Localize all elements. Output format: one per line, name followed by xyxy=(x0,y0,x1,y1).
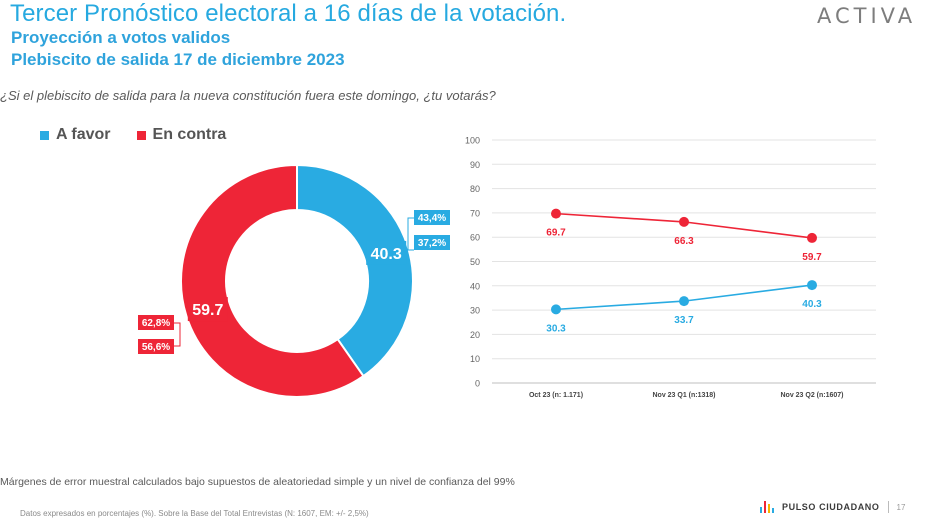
y-tick-label-60: 60 xyxy=(470,233,480,243)
legend-swatch-a-favor xyxy=(40,130,49,140)
y-tick-label-30: 30 xyxy=(470,306,480,316)
y-tick-label-90: 90 xyxy=(470,160,480,170)
brand-footer: PULSO CIUDADANO 17 xyxy=(760,501,905,513)
range-low-a-favor-bg xyxy=(414,235,450,250)
range-high-a-favor-bg xyxy=(414,210,450,225)
donut-value-a-favor: 40.3 xyxy=(371,246,402,263)
donut-label-bg-en-contra xyxy=(187,297,228,322)
range-high-a-favor: 43,4% xyxy=(418,213,446,224)
range-low-en-contra: 56,6% xyxy=(142,342,170,353)
y-tick-label-10: 10 xyxy=(470,354,480,364)
range-high-en-contra: 62,8% xyxy=(142,318,170,329)
y-tick-label-20: 20 xyxy=(470,330,480,340)
y-tick-label-70: 70 xyxy=(470,208,480,218)
range-low-a-favor: 37,2% xyxy=(418,238,446,249)
y-tick-label-40: 40 xyxy=(470,281,480,291)
point-a-favor-2 xyxy=(679,296,689,307)
x-tick-label-2: Nov 23 Q1 (n:1318) xyxy=(652,392,715,399)
x-tick-label-3: Nov 23 Q2 (n:1607) xyxy=(780,392,843,399)
legend-label-en-contra: En contra xyxy=(152,126,227,143)
data-label-en-contra-3: 59.7 xyxy=(802,252,822,263)
range-bracket-en-contra xyxy=(174,322,181,347)
pulso-ciudadano-icon xyxy=(760,501,774,513)
data-label-en-contra-2: 66.3 xyxy=(674,236,694,247)
range-high-en-contra-bg xyxy=(138,315,174,330)
donut-slice-en-contra xyxy=(180,163,365,398)
data-label-a-favor-3: 40.3 xyxy=(802,299,822,310)
y-tick-label-80: 80 xyxy=(470,184,480,194)
page-subtitle: Proyección a votos validos xyxy=(11,28,231,47)
y-tick-label-50: 50 xyxy=(470,257,480,267)
legend-item-en-contra: En contra xyxy=(136,126,227,144)
data-label-a-favor-1: 30.3 xyxy=(546,323,566,334)
point-en-contra-1 xyxy=(551,208,561,219)
footnote-base: Datos expresados en porcentajes (%). Sob… xyxy=(20,509,369,518)
legend-label-a-favor: A favor xyxy=(56,126,111,143)
donut-value-en-contra: 59.7 xyxy=(192,302,223,319)
data-label-a-favor-2: 33.7 xyxy=(674,315,694,326)
brand-name: PULSO CIUDADANO xyxy=(782,502,880,512)
chart-legend: A favor En contra xyxy=(40,126,226,144)
x-tick-label-1: Oct 23 (n: 1.171) xyxy=(529,392,583,399)
page-title: Tercer Pronóstico electoral a 16 días de… xyxy=(10,0,567,27)
survey-question: ¿Si el plebiscito de salida para la nuev… xyxy=(0,88,496,103)
donut-slice-a-favor xyxy=(296,163,414,378)
legend-swatch-en-contra xyxy=(136,130,146,140)
page-number: 17 xyxy=(896,502,906,512)
point-en-contra-3 xyxy=(807,232,817,243)
donut-label-bg-a-favor xyxy=(366,240,407,265)
brand-divider xyxy=(887,501,889,513)
point-a-favor-3 xyxy=(807,280,817,291)
y-tick-label-0: 0 xyxy=(475,379,480,389)
range-low-en-contra-bg xyxy=(138,339,174,354)
footnote: Márgenes de error muestral calculados ba… xyxy=(0,476,515,488)
point-a-favor-1 xyxy=(551,304,561,315)
legend-item-a-favor: A favor xyxy=(40,126,111,144)
range-bracket-a-favor xyxy=(407,217,414,251)
activa-logo: ACTIVA xyxy=(817,4,917,28)
page-subtitle-2: Plebiscito de salida 17 de diciembre 202… xyxy=(11,50,345,69)
y-tick-label-100: 100 xyxy=(465,136,480,146)
data-label-en-contra-1: 69.7 xyxy=(546,228,566,239)
point-en-contra-2 xyxy=(679,216,689,227)
